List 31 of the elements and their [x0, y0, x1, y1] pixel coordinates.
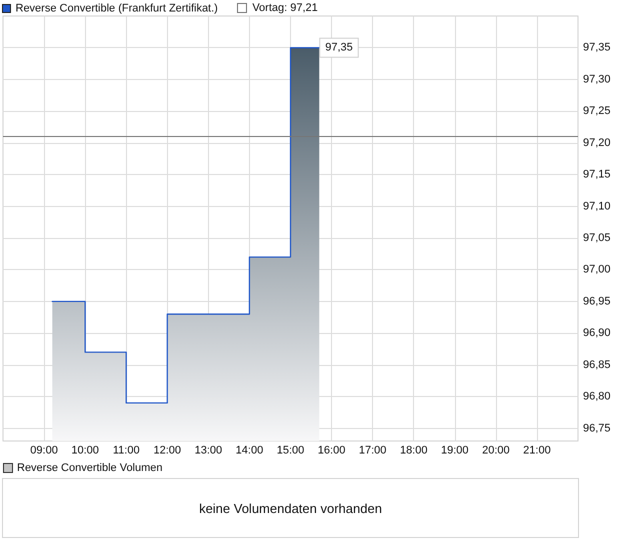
y-tick-label: 97,00 — [583, 264, 611, 276]
x-tick-label: 11:00 — [112, 444, 140, 456]
y-tick-label: 96,80 — [583, 390, 611, 403]
x-tick-label: 19:00 — [441, 444, 469, 456]
x-tick-label: 18:00 — [400, 444, 428, 456]
legend-label: Reverse Convertible (Frankfurt Zertifikat.) — [16, 2, 218, 14]
x-tick-label: 10:00 — [71, 444, 99, 456]
x-tick-label: 17:00 — [358, 444, 386, 456]
x-tick-label: 20:00 — [482, 444, 510, 456]
x-tick-label: 09:00 — [30, 444, 58, 456]
x-tick-label: 13:00 — [194, 444, 222, 456]
legend-label: Vortag: 97,21 — [252, 1, 318, 15]
y-tick-label: 96,85 — [583, 358, 611, 371]
y-tick-label: 97,30 — [583, 73, 611, 86]
y-tick-label: 96,75 — [583, 422, 611, 434]
x-tick-label: 15:00 — [276, 444, 304, 456]
x-tick-label: 14:00 — [236, 444, 264, 456]
text: keine Volumendaten vorhanden — [199, 500, 382, 516]
y-tick-label: 96,90 — [583, 327, 611, 340]
y-tick-label: 97,10 — [583, 200, 611, 212]
data-label: 97,35 — [325, 42, 353, 54]
y-tick-label: 97,05 — [583, 232, 611, 244]
y-tick-label: 97,35 — [583, 42, 611, 54]
x-tick-label: 21:00 — [523, 444, 551, 456]
y-tick-label: 96,95 — [583, 295, 611, 308]
x-tick-label: 12:00 — [154, 444, 182, 456]
y-tick-label: 97,25 — [583, 105, 611, 118]
y-tick-label: 97,15 — [583, 168, 611, 181]
y-tick-label: 97,20 — [583, 136, 611, 149]
x-tick-label: 16:00 — [318, 444, 346, 456]
text: Reverse Convertible Volumen — [17, 461, 163, 475]
